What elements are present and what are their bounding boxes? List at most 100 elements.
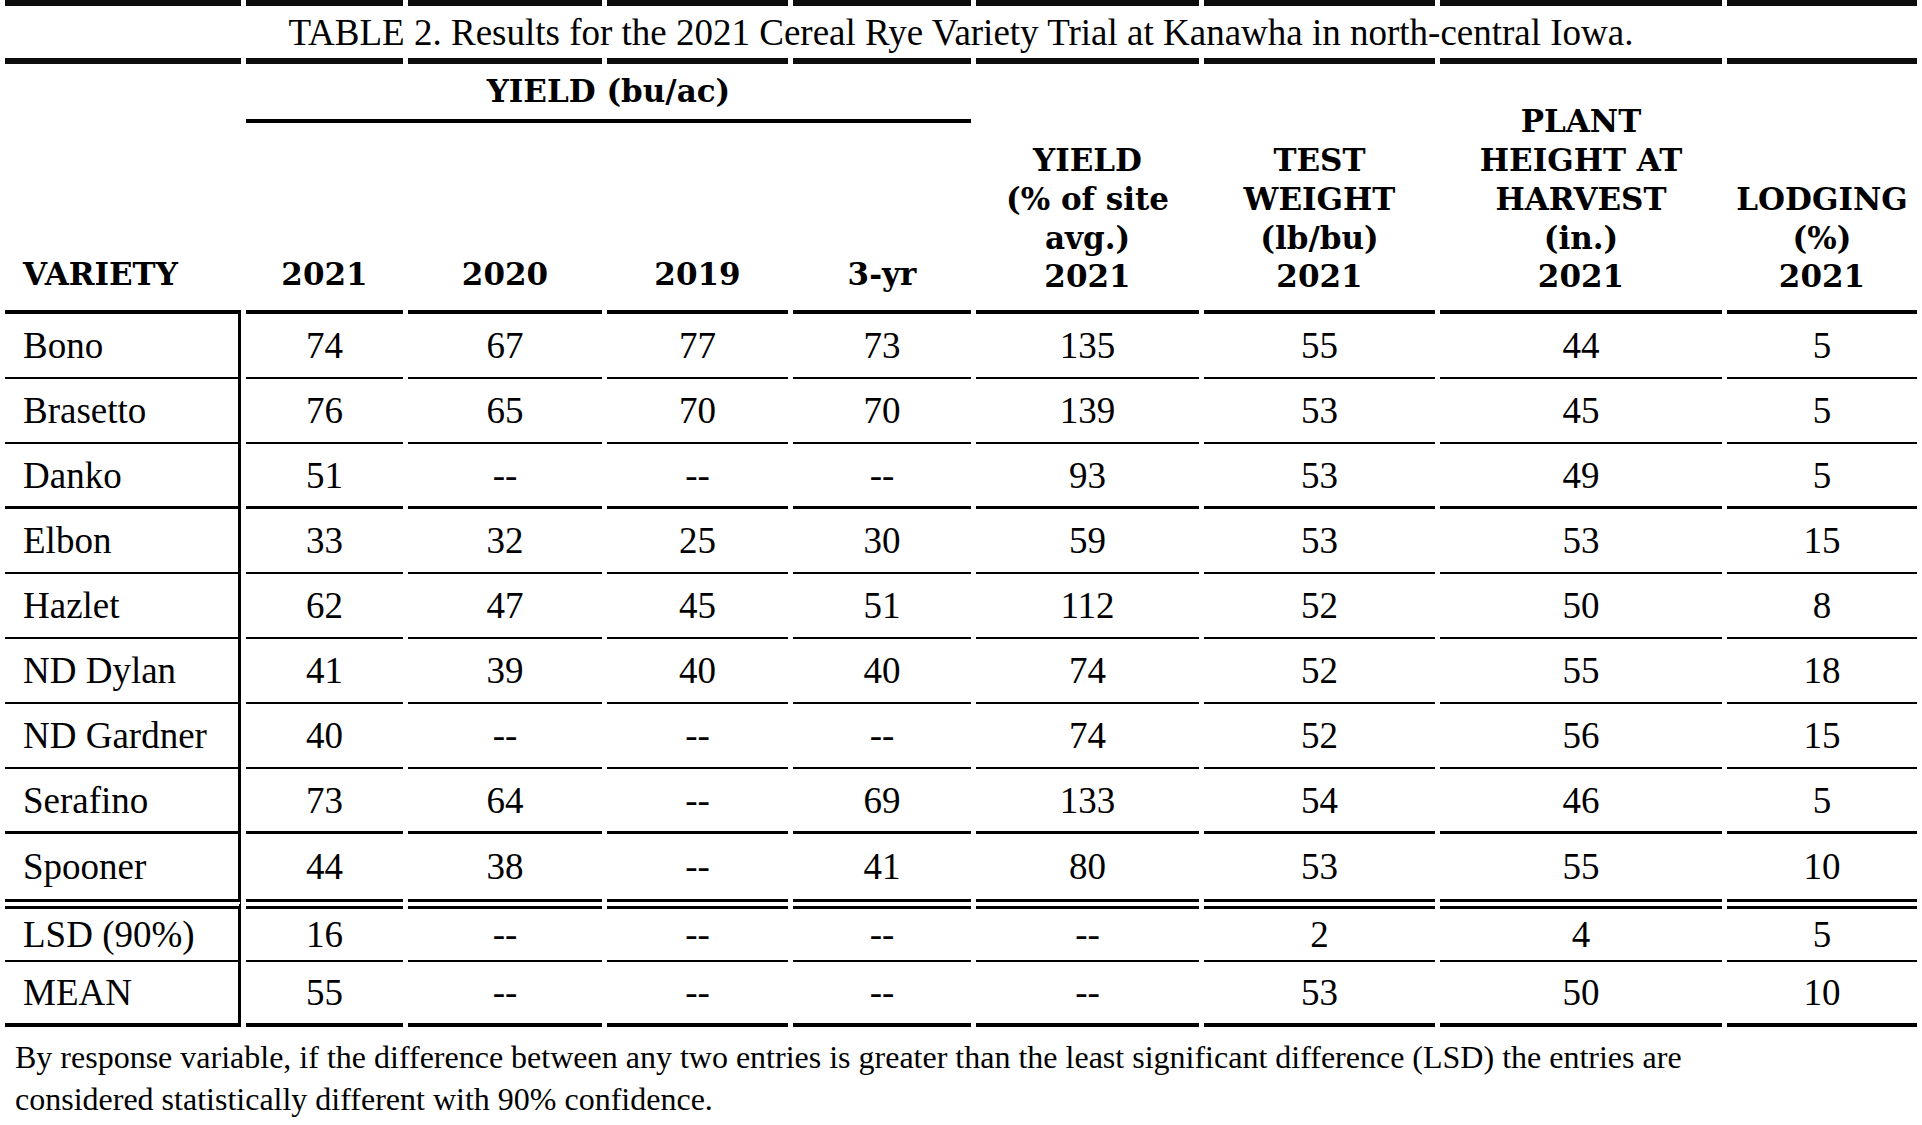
value-cell: 5 [1727,379,1917,444]
value-cell: 2 [1204,899,1435,962]
value-cell: 15 [1727,509,1917,574]
value-cell: 59 [976,509,1199,574]
variety-cell: ND Gardner [5,704,241,769]
value-cell: 53 [1440,509,1722,574]
value-cell: 50 [1440,962,1722,1027]
column-header-3yr: 3-yr [793,123,971,314]
value-cell: 77 [607,314,788,379]
column-header-plant-height: PLANT HEIGHT AT HARVEST (in.) 2021 [1440,64,1722,314]
column-header-2020: 2020 [408,123,602,314]
value-cell: 30 [793,509,971,574]
table-row-elbon: Elbon 33 32 25 30 59 53 53 15 [5,509,1917,574]
column-header-test-weight: TEST WEIGHT (lb/bu) 2021 [1204,64,1435,314]
value-cell: 40 [607,639,788,704]
value-cell: 74 [976,704,1199,769]
value-cell: 46 [1440,769,1722,834]
value-cell: -- [408,704,602,769]
value-cell: 32 [408,509,602,574]
value-cell: 40 [246,704,403,769]
variety-cell: ND Dylan [5,639,241,704]
column-header-yield-pct-site: YIELD (% of site avg.) 2021 [976,64,1199,314]
column-header-2019: 2019 [607,123,788,314]
column-group-header-yield: YIELD (bu/ac) [246,64,971,123]
value-cell: 53 [1204,509,1435,574]
value-cell: 5 [1727,444,1917,509]
value-cell: 8 [1727,574,1917,639]
table-row-nd-gardner: ND Gardner 40 -- -- -- 74 52 56 15 [5,704,1917,769]
table-row-lsd: LSD (90%) 16 -- -- -- -- 2 4 5 [5,899,1917,962]
variety-cell: Elbon [5,509,241,574]
value-cell: 55 [1440,639,1722,704]
value-cell: 5 [1727,314,1917,379]
variety-cell: Spooner [5,834,241,899]
value-cell: 52 [1204,574,1435,639]
value-cell: -- [607,444,788,509]
value-cell: 74 [976,639,1199,704]
value-cell: 55 [1204,314,1435,379]
table-row-bono: Bono 74 67 77 73 135 55 44 5 [5,314,1917,379]
value-cell: 15 [1727,704,1917,769]
value-cell: 52 [1204,639,1435,704]
value-cell: 41 [246,639,403,704]
value-cell: 10 [1727,962,1917,1027]
value-cell: 55 [246,962,403,1027]
value-cell: 52 [1204,704,1435,769]
value-cell: -- [607,769,788,834]
value-cell: 5 [1727,769,1917,834]
value-cell: 70 [607,379,788,444]
value-cell: -- [793,444,971,509]
value-cell: 50 [1440,574,1722,639]
value-cell: 133 [976,769,1199,834]
variety-cell: Danko [5,444,241,509]
table-row-spooner: Spooner 44 38 -- 41 80 53 55 10 [5,834,1917,899]
value-cell: 65 [408,379,602,444]
column-header-2021: 2021 [246,123,403,314]
value-cell: 73 [246,769,403,834]
value-cell: -- [607,704,788,769]
summary-label-cell: MEAN [5,962,241,1027]
table-title: TABLE 2. Results for the 2021 Cereal Rye… [5,6,1917,58]
variety-cell: Serafino [5,769,241,834]
value-cell: 112 [976,574,1199,639]
value-cell: -- [793,962,971,1027]
variety-cell: Bono [5,314,241,379]
table-row-mean: MEAN 55 -- -- -- -- 53 50 10 [5,962,1917,1027]
value-cell: 53 [1204,379,1435,444]
table-row-nd-dylan: ND Dylan 41 39 40 40 74 52 55 18 [5,639,1917,704]
value-cell: -- [976,962,1199,1027]
value-cell: 70 [793,379,971,444]
table-row-serafino: Serafino 73 64 -- 69 133 54 46 5 [5,769,1917,834]
value-cell: 93 [976,444,1199,509]
value-cell: 41 [793,834,971,899]
value-cell: 47 [408,574,602,639]
value-cell: 38 [408,834,602,899]
value-cell: -- [976,899,1199,962]
value-cell: -- [793,899,971,962]
value-cell: -- [408,444,602,509]
variety-cell: Brasetto [5,379,241,444]
value-cell: 16 [246,899,403,962]
value-cell: 64 [408,769,602,834]
value-cell: 40 [793,639,971,704]
value-cell: -- [793,704,971,769]
value-cell: 53 [1204,834,1435,899]
value-cell: 44 [1440,314,1722,379]
table-row-danko: Danko 51 -- -- -- 93 53 49 5 [5,444,1917,509]
title-row: TABLE 2. Results for the 2021 Cereal Rye… [5,6,1917,58]
variety-cell: Hazlet [5,574,241,639]
value-cell: 74 [246,314,403,379]
value-cell: 45 [1440,379,1722,444]
value-cell: 51 [793,574,971,639]
value-cell: 73 [793,314,971,379]
value-cell: -- [607,834,788,899]
value-cell: 53 [1204,962,1435,1027]
table-row-brasetto: Brasetto 76 65 70 70 139 53 45 5 [5,379,1917,444]
value-cell: -- [607,899,788,962]
value-cell: 139 [976,379,1199,444]
value-cell: 69 [793,769,971,834]
value-cell: 54 [1204,769,1435,834]
document-page: TABLE 2. Results for the 2021 Cereal Rye… [0,0,1922,1125]
table-row-hazlet: Hazlet 62 47 45 51 112 52 50 8 [5,574,1917,639]
value-cell: 76 [246,379,403,444]
value-cell: 44 [246,834,403,899]
